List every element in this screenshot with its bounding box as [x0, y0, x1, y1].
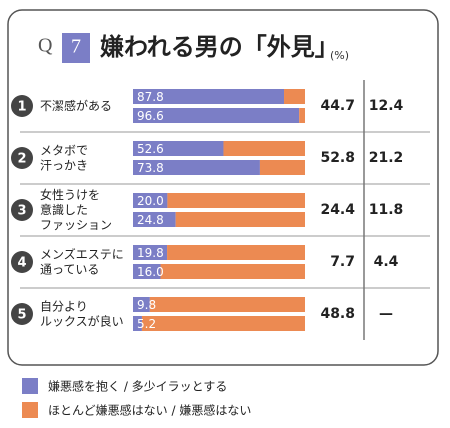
- bar-segment: [149, 297, 305, 312]
- bar-value-label: 16.0: [137, 265, 164, 279]
- rank-circle: [11, 303, 33, 325]
- bar-segment: [133, 89, 285, 104]
- category-label: 自分よりルックスが良い: [40, 299, 124, 328]
- column-value: 11.8: [369, 202, 404, 218]
- rank-circle: [11, 147, 33, 169]
- column-value: 24.4: [320, 202, 355, 218]
- bar-segment: [160, 264, 305, 279]
- chart-title: 嫌われる男の「外見」: [100, 33, 339, 61]
- column-value: 44.7: [320, 98, 355, 114]
- bar-segment: [133, 108, 300, 123]
- bar-segment: [223, 141, 305, 156]
- bar-segment: [284, 89, 305, 104]
- category-label: メタボで汗っかき: [40, 143, 88, 172]
- column-value: 12.4: [369, 98, 404, 114]
- bar-segment: [167, 245, 305, 260]
- rank-circle: [11, 199, 33, 221]
- bar-segment: [175, 212, 305, 227]
- bar-segment: [299, 108, 305, 123]
- bar-value-label: 96.6: [137, 109, 164, 123]
- column-value: 52.8: [320, 150, 355, 166]
- rank-number: 2: [17, 152, 26, 167]
- bar-value-label: 24.8: [137, 213, 164, 227]
- bar-segment: [167, 193, 305, 208]
- bar-segment: [133, 245, 168, 260]
- rank-number: 4: [17, 256, 26, 271]
- q-box: [62, 33, 90, 63]
- column-value: 48.8: [320, 306, 355, 322]
- bar-value-label: 9.8: [137, 298, 156, 312]
- bar-value-label: 5.2: [137, 317, 156, 331]
- bar-value-label: 52.6: [137, 142, 164, 156]
- rank-number: 3: [17, 204, 26, 219]
- bar-segment: [133, 193, 168, 208]
- legend-label: ほとんど嫌悪感はない / 嫌悪感はない: [48, 403, 251, 418]
- bar-segment: [133, 141, 224, 156]
- column-value: 4.4: [374, 254, 399, 270]
- bar-segment: [133, 297, 150, 312]
- bar-segment: [133, 316, 142, 331]
- rank-circle: [11, 95, 33, 117]
- column-value: —: [379, 306, 393, 322]
- q-label: Q: [38, 35, 53, 57]
- category-label: 女性うけを意識したファッション: [40, 187, 112, 232]
- bar-value-label: 20.0: [137, 194, 164, 208]
- bar-value-label: 19.8: [137, 246, 164, 260]
- rank-number: 1: [17, 100, 26, 115]
- column-value: 21.2: [369, 150, 404, 166]
- q-number: 7: [71, 36, 81, 58]
- panel: [7, 9, 439, 366]
- bar-value-label: 87.8: [137, 90, 164, 104]
- rank-number: 5: [17, 308, 26, 323]
- category-label: メンズエステに通っている: [40, 246, 124, 276]
- bar-segment: [133, 160, 260, 175]
- column-value: 7.7: [330, 254, 355, 270]
- legend-swatch: [22, 402, 38, 418]
- rank-circle: [11, 251, 33, 273]
- bar-segment: [133, 264, 161, 279]
- bar-value-label: 73.8: [137, 161, 164, 175]
- legend-label: 嫌悪感を抱く / 多少イラッとする: [48, 379, 227, 394]
- bar-segment: [141, 316, 305, 331]
- legend-swatch: [22, 378, 38, 394]
- bar-segment: [133, 212, 176, 227]
- category-label: 不潔感がある: [40, 98, 112, 113]
- unit: (%): [330, 49, 349, 62]
- bar-segment: [259, 160, 305, 175]
